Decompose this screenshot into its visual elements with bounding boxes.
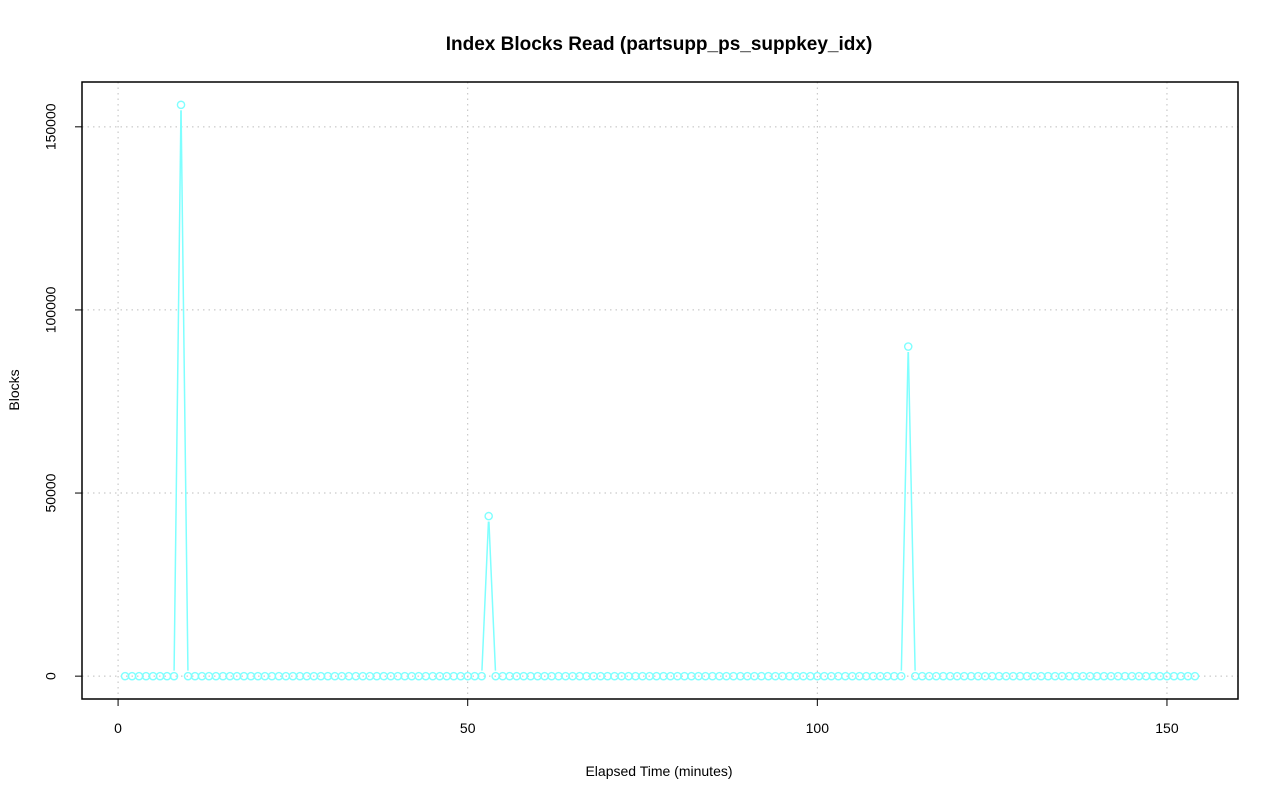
- x-tick-label: 50: [460, 720, 476, 736]
- data-point: [169, 671, 179, 681]
- data-point: [1141, 671, 1151, 681]
- data-point: [638, 671, 647, 681]
- data-point: [477, 671, 486, 681]
- data-point: [820, 671, 829, 681]
- data-point: [533, 671, 542, 681]
- data-point: [484, 511, 493, 521]
- data-point: [903, 342, 913, 351]
- series-line-segment: [481, 521, 490, 671]
- data-point: [239, 671, 249, 681]
- y-tick-label: 0: [43, 672, 59, 680]
- series-line-segment: [180, 110, 189, 671]
- data-point: [330, 671, 340, 681]
- data-point: [743, 671, 752, 681]
- grid-lines: [82, 82, 1238, 699]
- y-tick-label: 100000: [43, 286, 59, 333]
- data-point: [134, 671, 144, 681]
- data-point: [701, 671, 710, 681]
- data-point: [945, 671, 955, 681]
- data-point: [197, 671, 207, 681]
- data-point: [729, 671, 738, 681]
- data-point: [715, 671, 724, 681]
- data-point: [1036, 671, 1046, 681]
- data-point: [624, 671, 633, 681]
- data-point: [652, 671, 661, 681]
- x-axis-label: Elapsed Time (minutes): [585, 763, 732, 779]
- data-point: [253, 671, 263, 681]
- chart-title: Index Blocks Read (partsupp_ps_suppkey_i…: [446, 34, 873, 55]
- series-line-segment: [173, 110, 182, 671]
- data-point: [316, 671, 326, 681]
- series-line-segment: [900, 352, 909, 671]
- x-tick-label: 150: [1155, 720, 1179, 736]
- x-tick-label: 0: [114, 720, 122, 736]
- y-axis: 0 50000 100000 150000: [43, 103, 82, 680]
- data-point: [183, 671, 193, 681]
- data-point: [959, 671, 969, 681]
- data-point: [302, 671, 312, 681]
- data-point: [407, 671, 417, 681]
- data-point: [666, 671, 675, 681]
- x-tick-label: 100: [806, 720, 830, 736]
- data-point: [519, 671, 528, 681]
- x-axis: 0 50 100 150: [114, 699, 1179, 736]
- series-line-segment: [488, 521, 497, 671]
- data-point: [882, 671, 892, 681]
- data-point: [806, 671, 815, 681]
- data-point: [393, 671, 403, 681]
- data-point: [1050, 671, 1060, 681]
- data-point: [1022, 671, 1032, 681]
- data-point: [288, 671, 298, 681]
- data-point: [596, 671, 605, 681]
- data-point: [610, 671, 619, 681]
- series-blocks: [120, 100, 1200, 681]
- data-point: [470, 671, 479, 681]
- data-point: [1099, 671, 1109, 681]
- data-point: [868, 671, 878, 681]
- data-point: [896, 671, 906, 681]
- data-point: [1085, 671, 1095, 681]
- data-point: [854, 671, 864, 681]
- y-tick-label: 150000: [43, 103, 59, 150]
- data-point: [1008, 671, 1018, 681]
- data-point: [1190, 671, 1200, 681]
- data-point: [1155, 671, 1165, 681]
- data-point: [456, 671, 466, 681]
- data-point: [120, 671, 130, 681]
- y-axis-label: Blocks: [6, 369, 22, 410]
- data-point: [176, 100, 186, 110]
- y-tick-label: 50000: [43, 473, 59, 512]
- plot-frame: [81, 81, 1239, 700]
- data-point: [225, 671, 235, 681]
- data-point: [561, 671, 570, 681]
- data-point: [442, 671, 452, 681]
- data-point: [973, 671, 983, 681]
- data-point: [778, 671, 787, 681]
- data-point: [148, 671, 158, 681]
- data-point: [931, 671, 941, 681]
- data-point: [379, 671, 389, 681]
- series-line-segment: [907, 352, 916, 671]
- data-point: [792, 671, 801, 681]
- data-point: [1127, 671, 1137, 681]
- data-point: [211, 671, 221, 681]
- data-point: [365, 671, 375, 681]
- data-point: [1113, 671, 1123, 681]
- data-point: [547, 671, 556, 681]
